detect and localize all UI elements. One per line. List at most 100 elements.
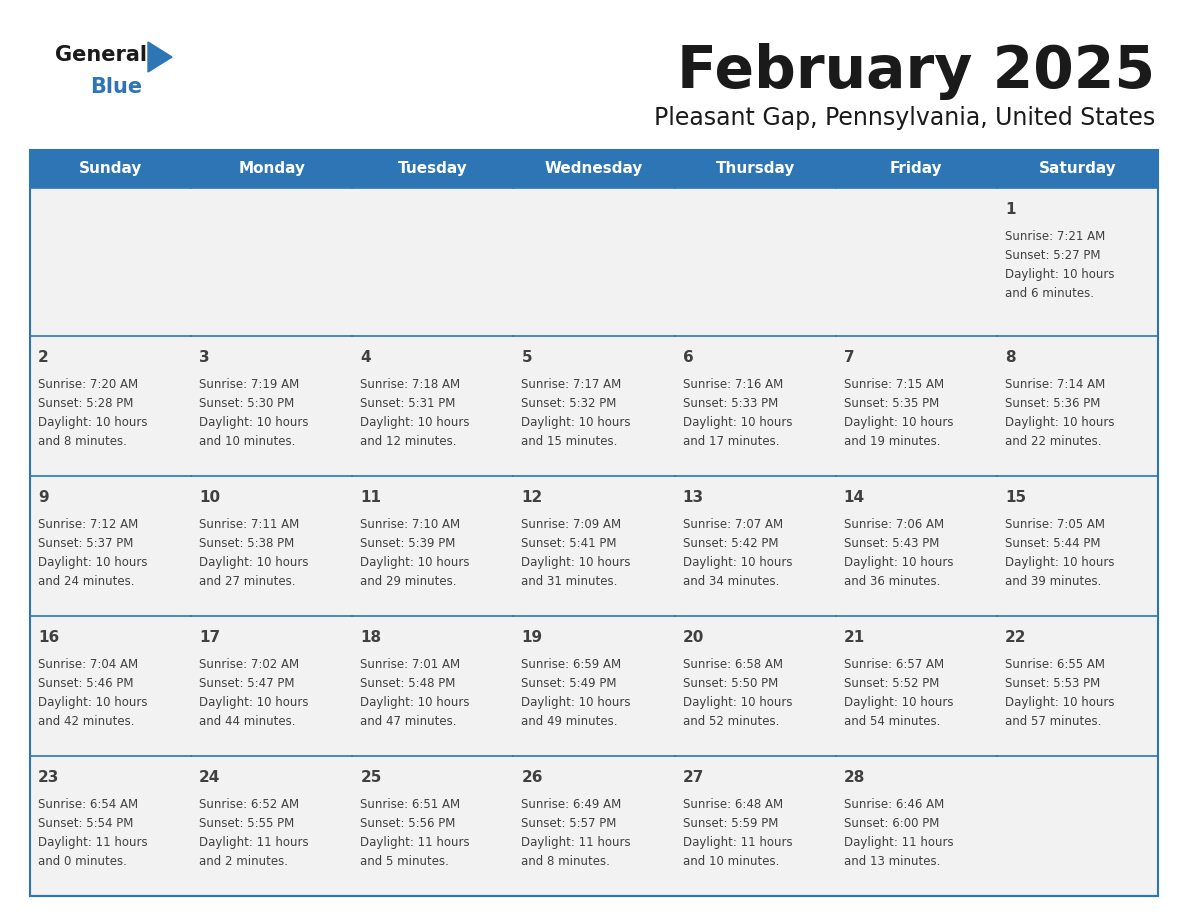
Text: 6: 6 [683, 350, 694, 365]
Bar [675, 188, 835, 336]
Text: 27: 27 [683, 770, 704, 785]
Text: Sunset: 5:48 PM: Sunset: 5:48 PM [360, 677, 456, 690]
Bar [997, 336, 1158, 476]
Text: Daylight: 11 hours: Daylight: 11 hours [200, 836, 309, 849]
Text: and 5 minutes.: and 5 minutes. [360, 855, 449, 868]
Text: Monday: Monday [239, 162, 305, 176]
Text: 16: 16 [38, 630, 59, 645]
Bar [835, 756, 997, 896]
Text: Sunrise: 7:18 AM: Sunrise: 7:18 AM [360, 378, 461, 391]
Bar [353, 756, 513, 896]
Text: Sunset: 5:44 PM: Sunset: 5:44 PM [1005, 537, 1100, 550]
Bar [513, 476, 675, 616]
Text: Sunset: 5:39 PM: Sunset: 5:39 PM [360, 537, 456, 550]
Bar [675, 756, 835, 896]
Text: 5: 5 [522, 350, 532, 365]
Text: Friday: Friday [890, 162, 942, 176]
Text: Sunrise: 7:09 AM: Sunrise: 7:09 AM [522, 518, 621, 531]
Text: Daylight: 10 hours: Daylight: 10 hours [683, 416, 792, 429]
Text: Daylight: 11 hours: Daylight: 11 hours [683, 836, 792, 849]
Text: Daylight: 10 hours: Daylight: 10 hours [683, 696, 792, 709]
Text: Daylight: 10 hours: Daylight: 10 hours [683, 556, 792, 569]
Text: Daylight: 11 hours: Daylight: 11 hours [360, 836, 470, 849]
Bar [30, 150, 1158, 896]
Bar [997, 188, 1158, 336]
Text: Sunrise: 6:54 AM: Sunrise: 6:54 AM [38, 798, 138, 811]
Text: 11: 11 [360, 490, 381, 505]
Bar [835, 336, 997, 476]
Text: and 15 minutes.: and 15 minutes. [522, 435, 618, 448]
Text: Sunset: 5:57 PM: Sunset: 5:57 PM [522, 817, 617, 830]
Text: Sunrise: 7:19 AM: Sunrise: 7:19 AM [200, 378, 299, 391]
Text: Sunset: 5:55 PM: Sunset: 5:55 PM [200, 817, 295, 830]
Text: and 19 minutes.: and 19 minutes. [843, 435, 940, 448]
Text: Sunset: 5:33 PM: Sunset: 5:33 PM [683, 397, 778, 410]
Text: 18: 18 [360, 630, 381, 645]
Text: Daylight: 10 hours: Daylight: 10 hours [38, 556, 147, 569]
Text: Daylight: 10 hours: Daylight: 10 hours [843, 696, 953, 709]
Bar [675, 336, 835, 476]
Text: 20: 20 [683, 630, 704, 645]
Text: and 27 minutes.: and 27 minutes. [200, 575, 296, 588]
Text: Sunrise: 6:59 AM: Sunrise: 6:59 AM [522, 658, 621, 671]
Text: Daylight: 10 hours: Daylight: 10 hours [38, 696, 147, 709]
Text: Sunset: 5:54 PM: Sunset: 5:54 PM [38, 817, 133, 830]
Text: Sunrise: 7:11 AM: Sunrise: 7:11 AM [200, 518, 299, 531]
Bar [191, 336, 353, 476]
Text: Sunrise: 6:55 AM: Sunrise: 6:55 AM [1005, 658, 1105, 671]
Text: Daylight: 10 hours: Daylight: 10 hours [360, 696, 469, 709]
Bar [353, 336, 513, 476]
Text: 25: 25 [360, 770, 381, 785]
Text: Daylight: 10 hours: Daylight: 10 hours [360, 416, 469, 429]
Text: Sunrise: 6:58 AM: Sunrise: 6:58 AM [683, 658, 783, 671]
Text: and 10 minutes.: and 10 minutes. [683, 855, 779, 868]
Text: Sunset: 5:30 PM: Sunset: 5:30 PM [200, 397, 295, 410]
Text: 14: 14 [843, 490, 865, 505]
Text: Sunset: 5:43 PM: Sunset: 5:43 PM [843, 537, 939, 550]
Text: and 36 minutes.: and 36 minutes. [843, 575, 940, 588]
Bar [30, 616, 191, 756]
Text: Sunrise: 7:06 AM: Sunrise: 7:06 AM [843, 518, 943, 531]
Text: and 49 minutes.: and 49 minutes. [522, 715, 618, 728]
Text: 12: 12 [522, 490, 543, 505]
Text: Sunday: Sunday [78, 162, 143, 176]
Text: Daylight: 10 hours: Daylight: 10 hours [360, 556, 469, 569]
Text: and 39 minutes.: and 39 minutes. [1005, 575, 1101, 588]
Text: Sunrise: 7:05 AM: Sunrise: 7:05 AM [1005, 518, 1105, 531]
Text: 4: 4 [360, 350, 371, 365]
Bar [513, 616, 675, 756]
Text: 24: 24 [200, 770, 221, 785]
Text: Sunset: 5:42 PM: Sunset: 5:42 PM [683, 537, 778, 550]
Text: Sunrise: 7:12 AM: Sunrise: 7:12 AM [38, 518, 138, 531]
Text: Sunset: 5:49 PM: Sunset: 5:49 PM [522, 677, 617, 690]
Text: Sunset: 5:38 PM: Sunset: 5:38 PM [200, 537, 295, 550]
Polygon shape [148, 42, 172, 72]
Text: General: General [55, 45, 147, 65]
Bar [191, 616, 353, 756]
Text: 2: 2 [38, 350, 49, 365]
Bar [191, 756, 353, 896]
Text: 10: 10 [200, 490, 220, 505]
Text: and 31 minutes.: and 31 minutes. [522, 575, 618, 588]
Bar [30, 756, 191, 896]
Bar [835, 476, 997, 616]
Text: Sunset: 5:56 PM: Sunset: 5:56 PM [360, 817, 456, 830]
Text: Sunrise: 7:10 AM: Sunrise: 7:10 AM [360, 518, 461, 531]
Text: and 44 minutes.: and 44 minutes. [200, 715, 296, 728]
Text: Sunset: 5:36 PM: Sunset: 5:36 PM [1005, 397, 1100, 410]
Text: Sunrise: 6:57 AM: Sunrise: 6:57 AM [843, 658, 943, 671]
Text: Sunset: 5:41 PM: Sunset: 5:41 PM [522, 537, 617, 550]
Bar [191, 476, 353, 616]
Text: Sunrise: 6:49 AM: Sunrise: 6:49 AM [522, 798, 621, 811]
Text: Sunrise: 7:01 AM: Sunrise: 7:01 AM [360, 658, 461, 671]
Bar [835, 616, 997, 756]
Text: and 54 minutes.: and 54 minutes. [843, 715, 940, 728]
Text: 17: 17 [200, 630, 220, 645]
Text: Daylight: 10 hours: Daylight: 10 hours [38, 416, 147, 429]
Text: Sunset: 5:59 PM: Sunset: 5:59 PM [683, 817, 778, 830]
Text: and 52 minutes.: and 52 minutes. [683, 715, 779, 728]
Bar [997, 616, 1158, 756]
Text: Daylight: 10 hours: Daylight: 10 hours [522, 556, 631, 569]
Text: Daylight: 10 hours: Daylight: 10 hours [522, 696, 631, 709]
Text: Sunrise: 7:04 AM: Sunrise: 7:04 AM [38, 658, 138, 671]
